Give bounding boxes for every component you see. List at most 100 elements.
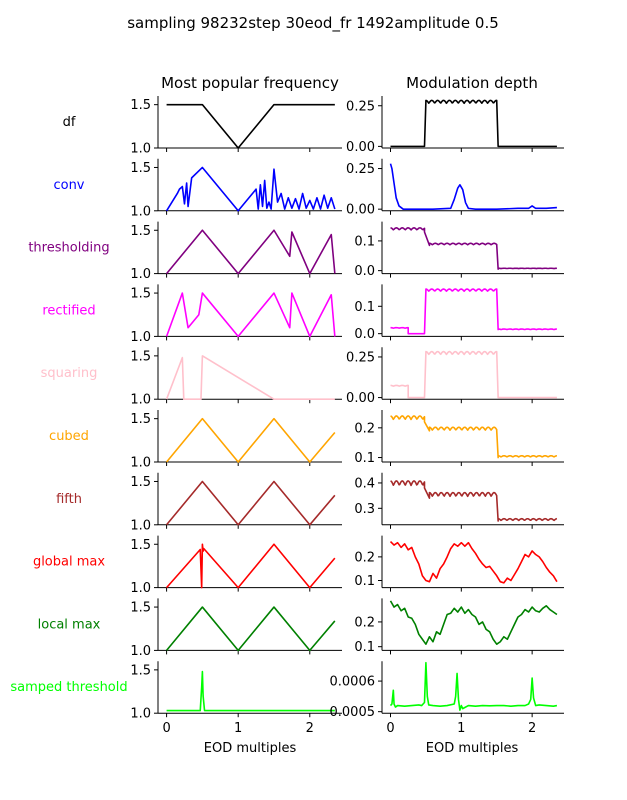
y-tick-label: 0.4 [354,476,375,491]
series-line-global-max [165,543,336,589]
y-tick-label: 0.0005 [330,705,376,720]
panel-samped-threshold-depth: 0.0005 0.0006 0 1 2 [330,661,564,736]
panel-cubed-frequency: cubed 1.0 1.5 [49,410,342,471]
series-line-conv [165,166,336,212]
y-tick-label: 1.0 [130,267,151,282]
y-tick-label: 0.00 [346,391,375,406]
figure-title: sampling 98232step 30eod_fr 1492amplitud… [127,14,499,33]
panel-rectified-frequency: rectified 1.0 1.5 [42,284,342,345]
row-label: thresholding [28,241,109,256]
series-line-cubed [165,417,336,463]
panel-rectified-depth: 0.0 0.1 [354,284,564,342]
series-line-squaring [390,350,558,399]
series-line-global-max [389,540,558,584]
y-tick-label: 1.0 [130,393,151,408]
panel-squaring-frequency: squaring 1.0 1.5 [41,347,342,408]
y-tick-label: 1.0 [130,581,151,596]
row-label: samped threshold [10,680,127,695]
y-tick-label: 1.5 [130,663,151,678]
series-line-samped-threshold [166,670,335,712]
row-label: fifth [56,492,82,507]
y-tick-label: 1.5 [130,98,151,113]
panel-fifth-depth: 0.3 0.4 [354,472,564,529]
row-label: df [63,115,76,130]
y-tick-label: 1.0 [130,142,151,157]
y-tick-label: 1.5 [130,412,151,427]
y-tick-label: 1.5 [130,538,151,553]
row-label: squaring [41,366,98,381]
y-tick-label: 0.25 [346,99,375,114]
x-tick-label: 2 [306,721,314,736]
y-tick-label: 1.0 [130,518,151,533]
panel-local-max-frequency: local max 1.0 1.5 [38,598,342,659]
row-label: rectified [42,303,95,318]
y-tick-label: 0.1 [354,640,375,655]
panel-conv-depth: 0.00 0.25 [346,158,564,218]
y-tick-label: 0.1 [354,574,375,589]
series-line-thresholding [390,227,558,270]
series-line-samped-threshold [389,661,558,711]
x-tick-label: 2 [528,721,536,736]
y-tick-label: 1.5 [130,287,151,302]
y-tick-label: 0.25 [346,162,375,177]
y-tick-label: 0.2 [354,615,375,630]
panel-cubed-depth: 0.1 0.2 [354,410,564,466]
y-tick-label: 1.0 [130,456,151,471]
x-tick-label: 0 [162,721,170,736]
row-label: local max [38,617,101,632]
x-tick-label: 1 [234,721,242,736]
series-line-local-max [165,606,336,652]
series-line-df [166,103,335,149]
panel-thresholding-depth: 0.0 0.1 [354,221,564,279]
series-line-squaring [165,355,335,400]
panel-global-max-depth: 0.1 0.2 [354,535,564,592]
panel-global-max-frequency: global max 1.0 1.5 [33,535,342,596]
panel-squaring-depth: 0.00 0.25 [346,347,564,406]
row-label: conv [53,178,84,193]
panel-df-frequency: df 1.0 1.5 [63,96,342,157]
left-column-title: Most popular frequency [161,74,339,92]
series-line-fifth [165,480,336,526]
panel-conv-frequency: conv 1.0 1.5 [53,158,342,219]
series-line-conv [389,163,557,210]
y-tick-label: 0.2 [354,421,375,436]
y-tick-label: 1.5 [130,601,151,616]
series-line-cubed [390,415,558,459]
y-tick-label: 0.1 [354,451,375,466]
y-tick-label: 1.0 [130,644,151,659]
row-label: cubed [49,429,89,444]
y-tick-label: 1.0 [130,330,151,345]
y-tick-label: 0.0 [354,264,375,279]
right-column-title: Modulation depth [406,74,538,92]
left-xlabel: EOD multiples [204,741,297,756]
y-tick-label: 0.00 [346,140,375,155]
series-line-local-max [389,600,558,646]
y-tick-label: 1.5 [130,161,151,176]
y-tick-label: 1.0 [130,204,151,219]
y-tick-label: 1.5 [130,349,151,364]
x-tick-label: 0 [386,721,394,736]
panel-df-depth: 0.00 0.25 [346,96,564,155]
y-tick-label: 1.5 [130,475,151,490]
row-label: global max [33,555,105,570]
y-tick-label: 1.0 [130,707,151,722]
series-line-fifth [390,480,558,522]
panel-fifth-frequency: fifth 1.0 1.5 [56,472,342,533]
right-xlabel: EOD multiples [426,741,519,756]
y-tick-label: 0.0006 [330,675,376,690]
series-line-df [390,99,558,148]
x-tick-label: 1 [457,721,465,736]
y-tick-label: 0.3 [354,502,375,517]
y-tick-label: 0.00 [346,203,375,218]
panel-thresholding-frequency: thresholding 1.0 1.5 [28,221,342,282]
panels: df1.01.5conv1.01.5thresholding1.01.5rect… [10,96,564,736]
y-tick-label: 0.0 [354,327,375,342]
y-tick-label: 0.25 [346,350,375,365]
series-line-rectified [390,288,558,335]
panel-local-max-depth: 0.1 0.2 [354,598,564,655]
y-tick-label: 0.1 [354,234,375,249]
y-tick-label: 0.1 [354,300,375,315]
series-line-rectified [165,292,336,338]
